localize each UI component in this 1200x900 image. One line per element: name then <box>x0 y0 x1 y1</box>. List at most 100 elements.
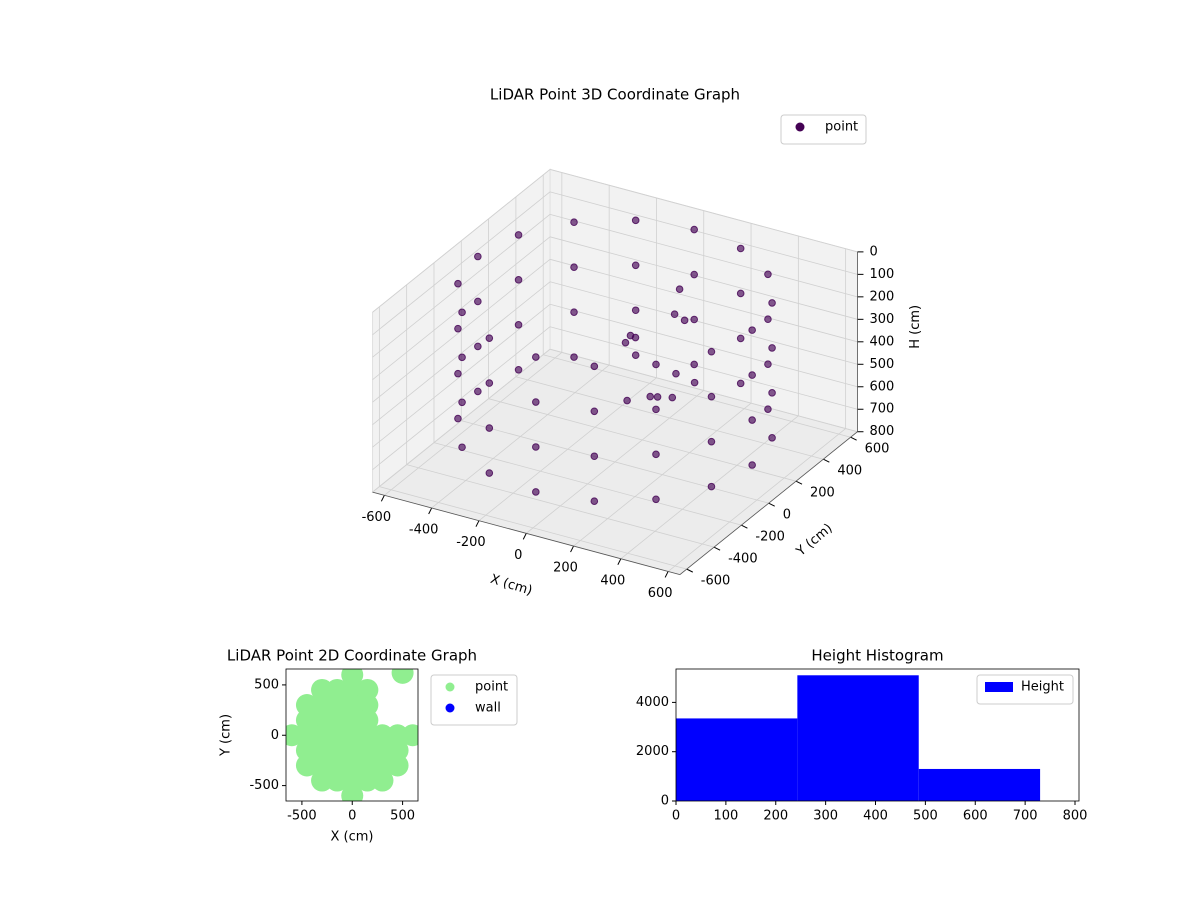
point <box>326 739 349 762</box>
point <box>736 244 745 253</box>
chart-title: LiDAR Point 3D Coordinate Graph <box>490 86 740 104</box>
y-tick-label: 0 <box>783 508 791 523</box>
point <box>690 270 698 279</box>
point <box>326 709 349 732</box>
x-tick-label: 600 <box>963 809 988 824</box>
point <box>371 769 394 792</box>
x-tick-label: -200 <box>456 535 486 550</box>
x-tick-label: 800 <box>1063 809 1088 824</box>
point <box>653 393 662 401</box>
bar <box>797 675 919 801</box>
point <box>631 216 640 225</box>
grid-line <box>549 281 858 365</box>
point <box>672 369 680 378</box>
tick-mark <box>795 480 803 485</box>
plot-area <box>286 669 418 801</box>
point <box>514 276 523 284</box>
point <box>532 398 540 406</box>
y-tick-label: 4000 <box>636 695 669 710</box>
point <box>341 739 364 762</box>
tick-mark <box>768 502 775 507</box>
point <box>590 362 599 371</box>
point <box>458 443 466 452</box>
y-tick-label: -500 <box>249 778 279 793</box>
point <box>341 694 364 717</box>
x-tick-label: 0 <box>514 548 522 563</box>
x-axis-label: X (cm) <box>488 572 534 599</box>
point <box>768 344 776 352</box>
point <box>707 347 716 356</box>
point <box>532 488 540 496</box>
point <box>570 218 578 227</box>
point <box>652 495 660 504</box>
point <box>311 709 334 732</box>
point <box>454 369 462 378</box>
point <box>311 739 334 762</box>
point <box>631 261 640 270</box>
point <box>295 739 318 762</box>
point <box>401 724 418 747</box>
x-tick-label: 200 <box>763 809 788 824</box>
x-tick-label: 300 <box>813 809 838 824</box>
bar <box>918 768 1041 801</box>
z-tick-label: 700 <box>869 402 894 417</box>
point <box>485 424 494 432</box>
grid-line <box>372 281 551 425</box>
axes-frame <box>675 668 1080 802</box>
legend-marker <box>445 703 455 713</box>
tick-mark <box>823 458 830 463</box>
point <box>458 308 466 317</box>
point <box>326 724 349 747</box>
point <box>570 308 578 316</box>
point <box>458 353 466 362</box>
point <box>356 769 379 792</box>
x-tick-label: -500 <box>287 809 317 824</box>
x-tick-label: 600 <box>648 586 673 601</box>
grid-line <box>379 486 687 570</box>
point <box>454 414 462 423</box>
point <box>356 754 379 777</box>
tick-mark <box>686 568 694 573</box>
point <box>474 342 482 351</box>
z-tick-label: 400 <box>869 334 894 349</box>
z-tick-label: 600 <box>869 379 894 394</box>
x-tick-label: 400 <box>863 809 888 824</box>
grid-line <box>406 464 715 548</box>
y-tick-label: -200 <box>755 530 785 545</box>
x-tick-label: 0 <box>672 809 680 824</box>
point <box>391 669 414 684</box>
grid-line <box>461 420 769 504</box>
legend-marker <box>795 122 805 132</box>
y-tick-label: -600 <box>701 574 731 589</box>
point <box>326 754 349 777</box>
point <box>295 694 318 717</box>
point <box>458 398 466 407</box>
axis-line <box>679 431 858 575</box>
legend-patch <box>985 682 1013 692</box>
grid-line <box>372 326 551 470</box>
point <box>326 678 349 701</box>
point <box>631 306 640 315</box>
point <box>514 321 523 329</box>
y-tick-label: 0 <box>661 794 669 809</box>
grid-line <box>549 348 858 433</box>
y-tick-label: 400 <box>837 464 862 479</box>
point <box>295 754 318 777</box>
point <box>631 351 640 360</box>
legend-label: point <box>825 120 858 135</box>
point <box>371 754 394 777</box>
x-tick-label: 500 <box>390 809 415 824</box>
point <box>474 297 482 306</box>
bar <box>676 718 798 801</box>
point <box>514 365 523 374</box>
grid-line <box>515 376 824 460</box>
point <box>590 452 599 461</box>
point <box>764 270 772 279</box>
point <box>341 754 364 777</box>
point <box>311 678 334 701</box>
legend-marker <box>445 682 455 692</box>
point <box>371 724 394 747</box>
x-tick-label: 500 <box>913 809 938 824</box>
point <box>386 724 409 747</box>
chart-title: Height Histogram <box>811 647 943 665</box>
